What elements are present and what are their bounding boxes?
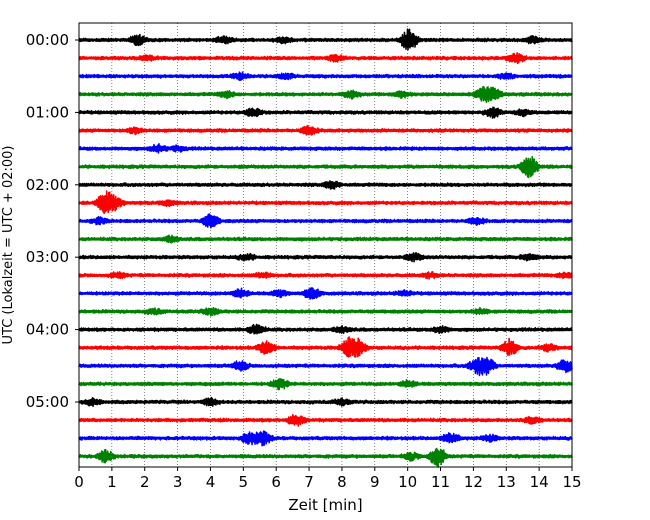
x-tick-label: 13 (497, 473, 516, 491)
y-tick-label: 01:00 (26, 103, 69, 121)
trace-line (78, 190, 573, 215)
trace-line (78, 447, 573, 468)
trace-line (78, 180, 573, 190)
x-tick-label: 11 (431, 473, 450, 491)
trace-line (78, 51, 573, 65)
x-axis-label: Zeit [min] (288, 496, 362, 514)
x-tick-label: 4 (206, 473, 216, 491)
trace-line (78, 430, 573, 447)
y-tick-label: 03:00 (26, 248, 69, 266)
y-tick-label: 02:00 (26, 176, 69, 194)
seismogram-traces (78, 28, 573, 468)
y-tick-label: 00:00 (26, 31, 69, 49)
trace-line (78, 124, 573, 136)
trace-line (78, 213, 573, 229)
x-tick-label: 10 (398, 473, 417, 491)
y-axis: 00:00 01:00 02:00 03:00 04:00 05:00 (26, 31, 79, 411)
x-tick-label: 8 (337, 473, 347, 491)
trace-line (78, 356, 573, 377)
trace-line (78, 286, 573, 300)
trace-line (78, 71, 573, 82)
trace-line (78, 396, 573, 408)
trace-line (78, 323, 573, 335)
grid (111, 23, 540, 467)
trace-line (78, 86, 573, 104)
trace-line (78, 378, 573, 391)
x-tick-label: 6 (271, 473, 281, 491)
trace-line (78, 234, 573, 244)
x-tick-label: 5 (239, 473, 249, 491)
trace-line (78, 271, 573, 280)
trace-line (78, 142, 573, 154)
x-axis: 0 1 2 3 4 5 6 7 8 9 10 11 12 13 14 15 (74, 467, 582, 491)
trace-line (78, 28, 573, 51)
x-tick-label: 2 (140, 473, 150, 491)
x-tick-label: 0 (74, 473, 84, 491)
trace-line (78, 106, 573, 119)
x-tick-label: 7 (304, 473, 314, 491)
y-tick-label: 05:00 (26, 393, 69, 411)
x-tick-label: 1 (107, 473, 117, 491)
x-tick-label: 3 (173, 473, 183, 491)
trace-line (78, 336, 573, 358)
trace-line (78, 306, 573, 317)
trace-line (78, 252, 573, 263)
x-tick-label: 14 (530, 473, 549, 491)
x-tick-label: 15 (562, 473, 581, 491)
plot-frame (78, 22, 573, 468)
y-tick-label: 04:00 (26, 321, 69, 339)
trace-line (78, 414, 573, 427)
x-tick-label: 9 (370, 473, 380, 491)
y-axis-label: UTC (Lokalzeit = UTC + 02:00) (1, 146, 16, 345)
x-tick-label: 12 (464, 473, 483, 491)
trace-line (78, 155, 573, 179)
